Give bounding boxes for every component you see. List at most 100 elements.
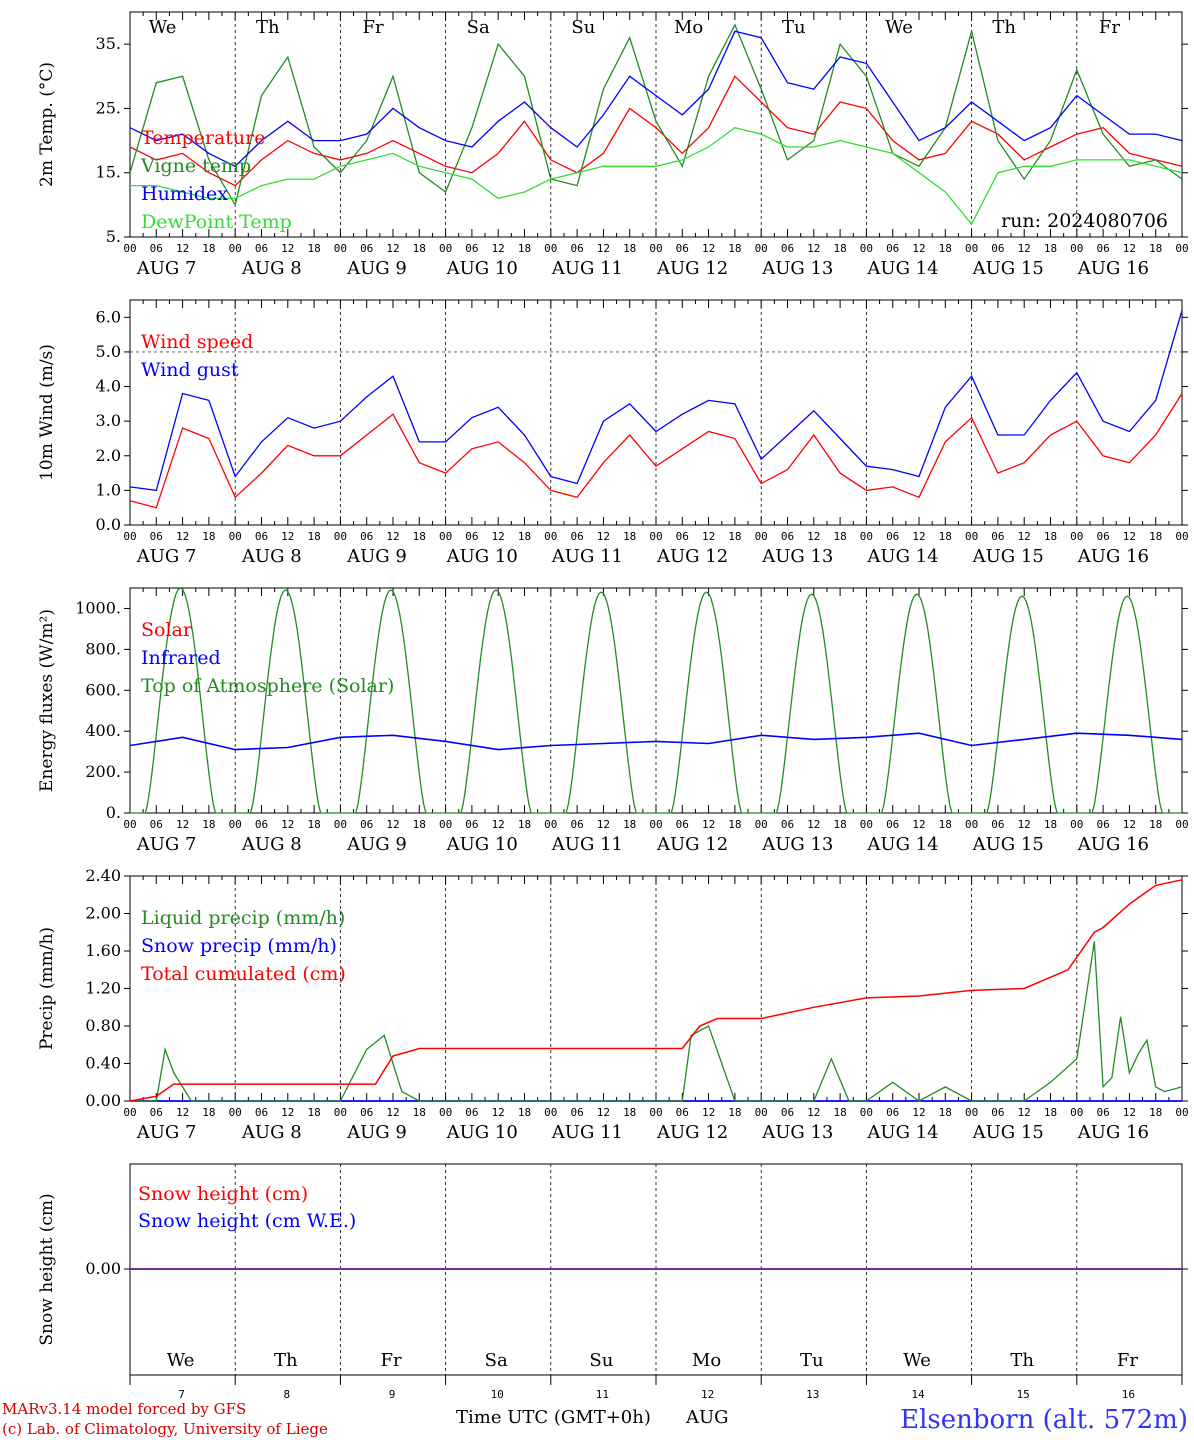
y-tick-label: 15. — [96, 163, 121, 182]
legend-entry: Wind speed — [141, 331, 253, 353]
hour-label: 00 — [1070, 242, 1083, 255]
panel-4-legend: Liquid precip (mm/h) Snow precip (mm/h) To… — [141, 907, 346, 985]
y-tick-label: 6.0 — [96, 307, 121, 326]
hour-label: 12 — [176, 818, 189, 831]
date-label: AUG 16 — [1077, 258, 1149, 279]
hour-label: 00 — [334, 242, 347, 255]
hour-label: 18 — [833, 1106, 846, 1119]
hour-label: 12 — [912, 530, 925, 543]
day-number-label: 14 — [911, 1388, 925, 1401]
hour-label: 06 — [676, 242, 689, 255]
hour-label: 12 — [597, 530, 610, 543]
hour-label: 12 — [702, 1106, 715, 1119]
panel-5-legend: Snow height (cm) Snow height (cm W.E.) — [138, 1183, 356, 1232]
hour-label: 18 — [833, 242, 846, 255]
weekday-label: Mo — [674, 17, 703, 38]
date-label: AUG 14 — [866, 258, 938, 279]
weekday-label: Tu — [782, 17, 806, 38]
hour-label: 12 — [1123, 530, 1136, 543]
hour-label: 12 — [386, 818, 399, 831]
date-label: AUG 15 — [972, 1122, 1044, 1143]
date-label: AUG 15 — [972, 546, 1044, 567]
y-axis-label: Energy fluxes (W/m²) — [37, 609, 57, 792]
hour-label: 06 — [781, 530, 794, 543]
station-name: Elsenborn (alt. 572m) — [900, 1405, 1188, 1435]
hour-label: 06 — [676, 530, 689, 543]
hour-label: 12 — [702, 242, 715, 255]
y-tick-label: 1.60 — [85, 941, 121, 960]
hour-label: 06 — [150, 1106, 163, 1119]
date-label: AUG 14 — [866, 834, 938, 855]
hour-label: 18 — [728, 1106, 741, 1119]
hour-label: 18 — [202, 530, 215, 543]
hour-label: 12 — [281, 530, 294, 543]
day-number-label: 7 — [178, 1388, 185, 1401]
y-tick-label: 3.0 — [96, 411, 121, 430]
hour-label: 06 — [360, 530, 373, 543]
hour-label: 00 — [1070, 1106, 1083, 1119]
hour-label: 00 — [755, 242, 768, 255]
date-label: AUG 8 — [241, 258, 302, 279]
date-label: AUG 7 — [136, 546, 197, 567]
hour-label: 12 — [176, 1106, 189, 1119]
y-axis-label: 10m Wind (m/s) — [37, 344, 57, 481]
date-label: AUG 12 — [656, 1122, 728, 1143]
hour-label: 00 — [965, 242, 978, 255]
hour-label: 00 — [334, 818, 347, 831]
y-tick-label: 0.00 — [85, 1259, 121, 1278]
hour-label: 12 — [1018, 818, 1031, 831]
hour-label: 18 — [623, 818, 636, 831]
hour-label: 12 — [176, 530, 189, 543]
hour-label: 18 — [1149, 818, 1162, 831]
y-tick-label: 0.80 — [85, 1016, 121, 1035]
hour-label: 00 — [1070, 818, 1083, 831]
hour-label: 18 — [1044, 530, 1057, 543]
y-tick-label: 800. — [85, 639, 121, 658]
weekday-label: We — [885, 17, 913, 38]
lab-credit: (c) Lab. of Climatology, University of L… — [2, 1420, 328, 1438]
panel-5-y-axis: 0.00 Snow height (cm) — [37, 1193, 1188, 1346]
hour-label: 06 — [255, 1106, 268, 1119]
hour-label: 12 — [702, 530, 715, 543]
hour-label: 12 — [176, 242, 189, 255]
legend-entry: Infrared — [141, 647, 221, 669]
hour-label: 06 — [360, 1106, 373, 1119]
hour-label: 00 — [860, 242, 873, 255]
date-label: AUG 9 — [346, 834, 407, 855]
legend-entry: Solar — [141, 619, 193, 641]
hour-label: 12 — [386, 530, 399, 543]
hour-label: 06 — [570, 530, 583, 543]
date-label: AUG 8 — [241, 834, 302, 855]
hour-label: 06 — [886, 530, 899, 543]
series-wind-gust-line — [129, 310, 1183, 492]
hour-label: 00 — [860, 1106, 873, 1119]
hour-label: 18 — [939, 1106, 952, 1119]
hour-label: 00 — [1175, 242, 1188, 255]
panel-2-legend: Wind speed Wind gust — [141, 331, 253, 381]
hour-label: 06 — [255, 242, 268, 255]
hour-label: 12 — [1123, 242, 1136, 255]
hour-label: 00 — [123, 242, 136, 255]
date-label: AUG 8 — [241, 1122, 302, 1143]
hour-label: 18 — [413, 1106, 426, 1119]
hour-label: 06 — [1096, 530, 1109, 543]
hour-label: 06 — [781, 818, 794, 831]
hour-label: 00 — [544, 1106, 557, 1119]
legend-entry: Snow precip (mm/h) — [141, 935, 337, 957]
y-axis-label: Snow height (cm) — [37, 1193, 57, 1345]
hour-label: 00 — [1175, 530, 1188, 543]
hour-label: 00 — [649, 530, 662, 543]
hour-label: 00 — [1070, 530, 1083, 543]
date-label: AUG 15 — [972, 258, 1044, 279]
hour-label: 06 — [1096, 242, 1109, 255]
hour-label: 06 — [150, 818, 163, 831]
weekday-label: Th — [992, 17, 1016, 38]
hour-label: 12 — [1018, 1106, 1031, 1119]
hour-label: 18 — [518, 242, 531, 255]
series-toa-solar-line — [130, 587, 1182, 814]
hour-label: 18 — [518, 530, 531, 543]
hour-label: 18 — [939, 530, 952, 543]
hour-label: 12 — [597, 242, 610, 255]
panel-1-legend: Temperature Vigne temp Humidex DewPoint Tem… — [140, 127, 292, 233]
